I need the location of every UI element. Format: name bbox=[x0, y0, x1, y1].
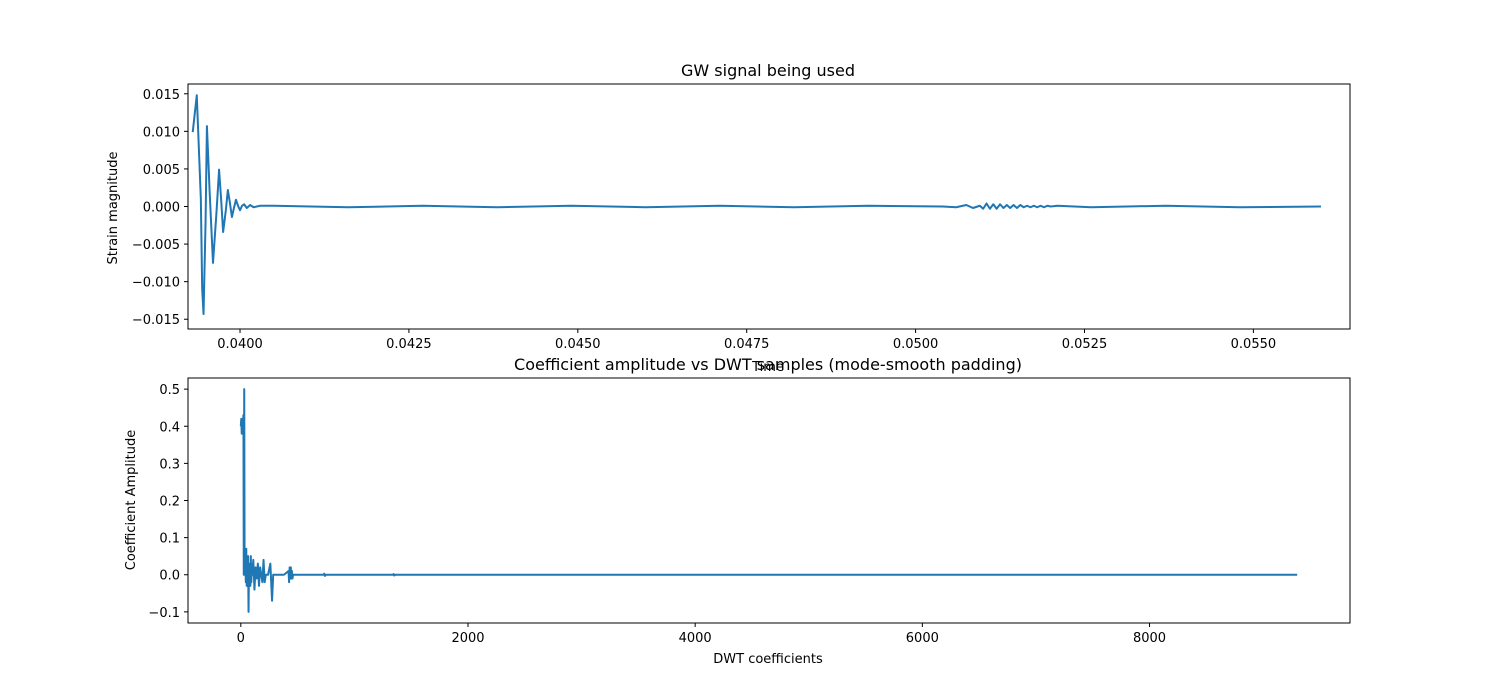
subplot-2-title: Coefficient amplitude vs DWT samples (mo… bbox=[514, 355, 1022, 374]
subplot-2-ytick-label: −0.1 bbox=[148, 606, 180, 621]
subplot-1-ytick-label: −0.015 bbox=[132, 313, 180, 328]
subplot-1-ticks: 0.0400 0.0425 0.0450 0.0475 0.0500 0.0525 0.05… bbox=[132, 88, 1276, 352]
subplot-1-ytick-label: 0.005 bbox=[143, 163, 180, 178]
subplot-2-ytick-label: 0.4 bbox=[159, 420, 180, 435]
subplot-1-xlabel: Time bbox=[751, 360, 784, 375]
subplot-1-xtick-label: 0.0525 bbox=[1062, 337, 1108, 352]
subplot-gw-signal: GW signal being used Time Strain magnitu… bbox=[106, 61, 1351, 375]
subplot-2-ytick-label: 0.0 bbox=[159, 569, 180, 584]
subplot-2-xtick-label: 4000 bbox=[679, 631, 712, 646]
subplot-1-ytick-label: 0.010 bbox=[143, 125, 180, 140]
subplot-dwt-coefficients: Coefficient amplitude vs DWT samples (mo… bbox=[124, 355, 1351, 667]
subplot-2-ytick-label: 0.5 bbox=[159, 383, 180, 398]
subplot-1-xtick-label: 0.0400 bbox=[217, 337, 263, 352]
subplot-2-series-line bbox=[239, 388, 1298, 613]
subplot-1-xtick-label: 0.0550 bbox=[1231, 337, 1277, 352]
subplot-2-ytick-label: 0.1 bbox=[159, 532, 180, 547]
subplot-1-frame bbox=[187, 83, 1351, 330]
subplot-1-ytick-label: 0.015 bbox=[143, 88, 180, 103]
subplot-2-xtick-label: 6000 bbox=[906, 631, 939, 646]
subplot-1-ytick-label: 0.000 bbox=[143, 201, 180, 216]
subplot-1-xtick-label: 0.0425 bbox=[386, 337, 432, 352]
subplot-1-series-line bbox=[191, 94, 1321, 315]
subplot-2-xlabel: DWT coefficients bbox=[713, 652, 823, 667]
subplot-2-xtick-label: 2000 bbox=[451, 631, 484, 646]
subplot-1-xtick-label: 0.0450 bbox=[555, 337, 601, 352]
subplot-2-ticks: 0 2000 4000 6000 8000 −0.1 0.0 0.1 0.2 0.3 0.4 0.5 bbox=[148, 383, 1166, 646]
subplot-2-ytick-label: 0.3 bbox=[159, 457, 180, 472]
subplot-1-xtick-label: 0.0475 bbox=[724, 337, 770, 352]
subplot-1-title: GW signal being used bbox=[681, 61, 855, 80]
subplot-1-ylabel: Strain magnitude bbox=[106, 152, 121, 265]
subplot-2-ytick-label: 0.2 bbox=[159, 495, 180, 510]
subplot-2-ylabel: Coefficient Amplitude bbox=[124, 430, 139, 570]
subplot-2-xtick-label: 0 bbox=[237, 631, 245, 646]
subplot-1-ytick-label: −0.005 bbox=[132, 238, 180, 253]
subplot-1-ytick-label: −0.010 bbox=[132, 276, 180, 291]
subplot-2-frame bbox=[187, 377, 1351, 624]
subplot-1-xtick-label: 0.0500 bbox=[893, 337, 939, 352]
subplot-2-xtick-label: 8000 bbox=[1133, 631, 1166, 646]
